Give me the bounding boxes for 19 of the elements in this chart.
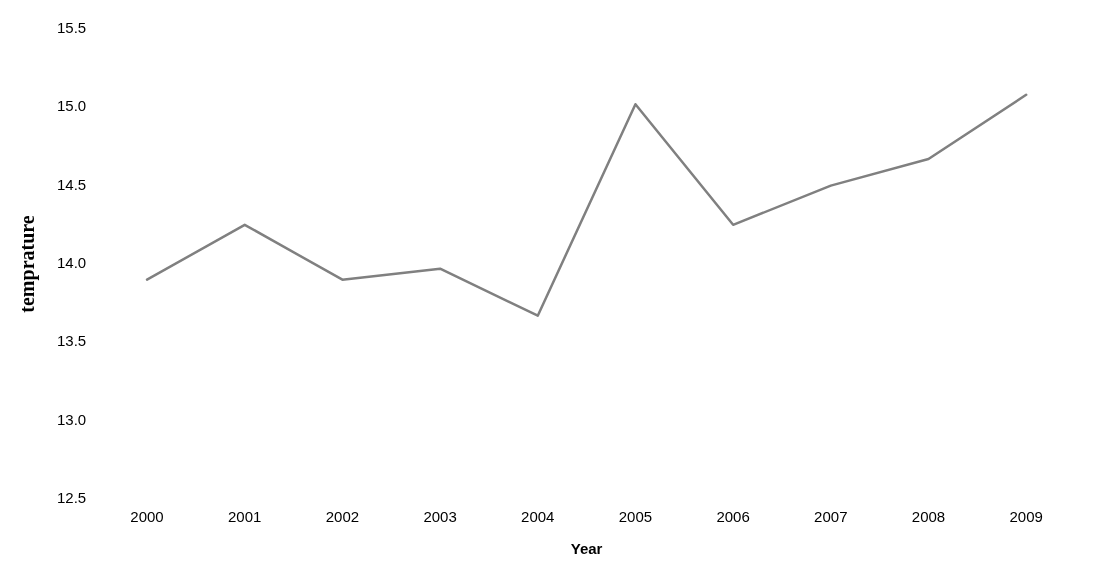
y-tick-label: 15.5 <box>56 19 87 37</box>
x-tick-label: 2006 <box>716 508 750 526</box>
x-tick-label: 2007 <box>814 508 848 526</box>
x-tick-label: 2002 <box>325 508 360 526</box>
x-tick-label: 2001 <box>228 508 262 526</box>
y-tick-label: 15.0 <box>56 97 87 115</box>
y-tick-label: 14.0 <box>56 254 87 272</box>
x-axis-title: Year <box>570 540 603 558</box>
x-tick-label: 2003 <box>423 508 457 526</box>
y-tick-label: 14.5 <box>56 175 87 193</box>
y-axis-title: temprature <box>16 215 40 313</box>
x-tick-label: 2000 <box>130 508 164 526</box>
y-tick-label: 12.5 <box>56 489 87 507</box>
x-tick-label: 2005 <box>618 508 653 526</box>
x-tick-label: 2008 <box>911 508 946 526</box>
x-tick-label: 2009 <box>1009 508 1043 526</box>
y-tick-label: 13.0 <box>56 410 87 428</box>
x-tick-label: 2004 <box>521 508 555 526</box>
y-tick-label: 13.5 <box>56 332 87 350</box>
